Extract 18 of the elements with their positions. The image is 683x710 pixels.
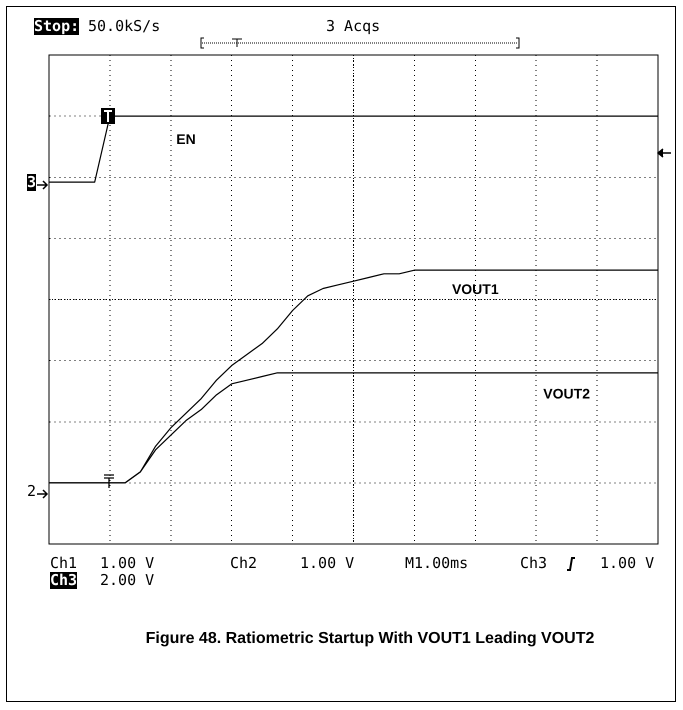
text: 1.00 V [100,554,154,572]
text: 3 [27,173,36,191]
text: 1.00 V [300,554,354,572]
text: Ch3 [520,554,548,572]
series-label: VOUT2 [543,386,590,402]
text: 2.00 V [100,571,154,589]
text: Ch3 [50,571,78,589]
text: M1.00ms [405,554,468,572]
text: Ch1 [50,554,78,572]
series-label: EN [176,130,196,147]
text: Stop: [34,17,80,35]
text: Figure 48. Ratiometric Startup With VOUT1 Leading VOUT2 [144,629,596,649]
series-label: VOUT1 [452,281,499,298]
text: 2 [27,482,36,500]
text: 3 Acqs [326,17,380,35]
text: 50.0kS/s [88,17,160,35]
text: Ch2 [230,554,258,572]
text: 1.00 V [600,554,654,572]
